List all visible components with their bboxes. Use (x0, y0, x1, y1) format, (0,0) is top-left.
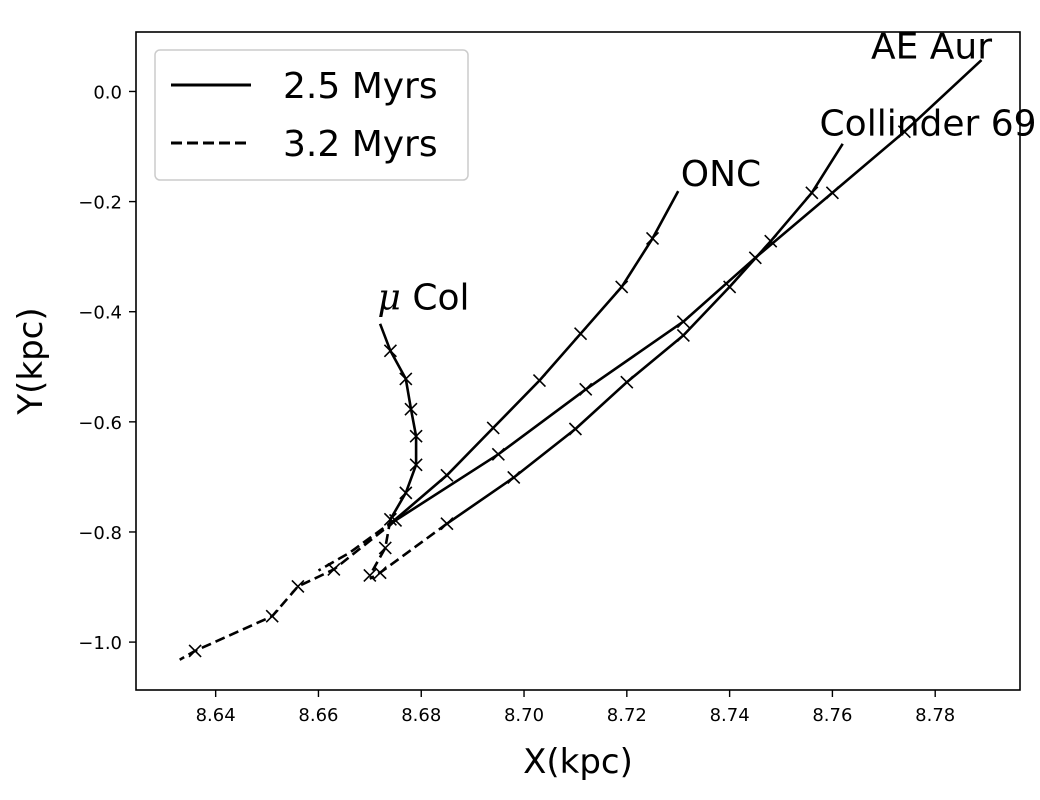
legend-box (154, 49, 469, 181)
ae-aur-marker (897, 125, 911, 139)
legend-label-solid: 2.5 Myrs (283, 66, 438, 107)
onc-marker (532, 373, 547, 388)
x-tick-label: 8.76 (812, 705, 852, 726)
ae-aur-marker (388, 513, 403, 527)
y-tick-label: −1.0 (78, 633, 122, 654)
y-axis-label: Y(kpc) (11, 307, 51, 415)
ae-aur-marker (579, 382, 593, 396)
x-tick-label: 8.74 (710, 705, 750, 726)
collinder-69-marker (805, 186, 819, 200)
onc-marker (645, 231, 660, 246)
collinder-69-marker (620, 375, 634, 389)
x-tick-label: 8.66 (298, 705, 338, 726)
y-tick-label: −0.2 (78, 193, 122, 214)
y-tick-label: 0.0 (93, 82, 122, 103)
onc-marker (615, 280, 629, 294)
onc-marker (440, 468, 454, 482)
collinder-69-annotation: Collinder 69 (820, 104, 1037, 145)
ae-aur-marker (825, 186, 839, 200)
mu-col-solid-track (378, 323, 418, 520)
x-axis-label: X(kpc) (523, 742, 633, 782)
onc-marker (486, 421, 500, 435)
mu-col-marker (383, 344, 397, 358)
mu-col-marker (409, 429, 423, 443)
ae-aur-annotation: AE Aur (871, 26, 992, 67)
collinder-69-marker (568, 422, 582, 436)
collinder-69-marker (440, 517, 454, 531)
mu-col-marker (399, 486, 413, 500)
mu-col-marker (399, 372, 413, 386)
onc-marker (574, 327, 588, 341)
y-axis: 0.0 −0.2 −0.4 −0.6 −0.8 −1.0 (78, 82, 136, 654)
mu-col-marker (383, 512, 397, 526)
ae-aur-marker (188, 644, 202, 658)
marker-layer (188, 125, 911, 658)
x-tick-label: 8.64 (196, 705, 236, 726)
y-tick-label: −0.6 (78, 413, 122, 434)
y-tick-label: −0.8 (78, 523, 122, 544)
plot-area-frame (135, 31, 1021, 691)
x-tick-label: 8.78 (915, 705, 955, 726)
mu-col-marker (363, 568, 377, 583)
ae-aur-marker (265, 609, 279, 623)
ae-aur-marker (327, 562, 341, 576)
collinder-69-marker (676, 328, 690, 342)
mu-col-dashed-track (368, 519, 392, 577)
ae-aur-solid-track (394, 59, 983, 522)
legend-label-dashed: 3.2 Myrs (283, 124, 438, 165)
mu-col-marker (409, 458, 423, 472)
onc-annotation: ONC (681, 154, 761, 195)
legend: 2.5 Myrs 3.2 Myrs (154, 49, 469, 181)
y-tick-label: −0.4 (78, 303, 122, 324)
annotation-layer: AE Aur Collinder 69 ONC μ Col (378, 26, 1037, 318)
ae-aur-marker (676, 315, 690, 329)
x-axis: 8.64 8.66 8.68 8.70 8.72 8.74 8.76 8.78 (196, 690, 955, 726)
collinder-69-marker (507, 470, 521, 485)
x-tick-label: 8.70 (504, 705, 544, 726)
mu-col-marker (404, 402, 418, 416)
x-tick-label: 8.72 (607, 705, 647, 726)
collinder-69-marker (764, 234, 778, 248)
ae-aur-marker (491, 447, 505, 461)
ae-aur-marker (291, 579, 305, 594)
mu-col-annotation: μ Col (378, 278, 470, 319)
mu-col-marker (378, 541, 392, 555)
x-tick-label: 8.68 (401, 705, 441, 726)
onc-solid-track (394, 190, 680, 521)
collinder-69-marker (373, 566, 387, 580)
ae-aur-marker (748, 251, 762, 265)
collinder-69-marker (723, 280, 737, 294)
